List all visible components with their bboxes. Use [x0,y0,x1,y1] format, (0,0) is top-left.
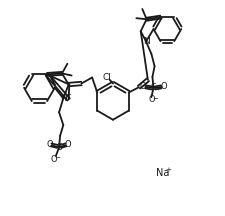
Text: O: O [160,82,166,91]
Text: O: O [50,155,57,164]
Text: −: − [54,155,60,161]
Text: +: + [165,167,171,173]
Text: +: + [65,92,71,98]
Text: O: O [147,95,154,104]
Text: N: N [60,94,66,103]
Text: O: O [46,140,53,149]
Text: Cl: Cl [102,73,111,82]
Text: S: S [56,143,62,152]
Text: S: S [150,83,156,92]
Text: O: O [139,82,146,91]
Text: −: − [152,96,158,102]
Text: N: N [142,37,149,46]
Text: O: O [64,140,71,149]
Text: Na: Na [156,168,169,178]
